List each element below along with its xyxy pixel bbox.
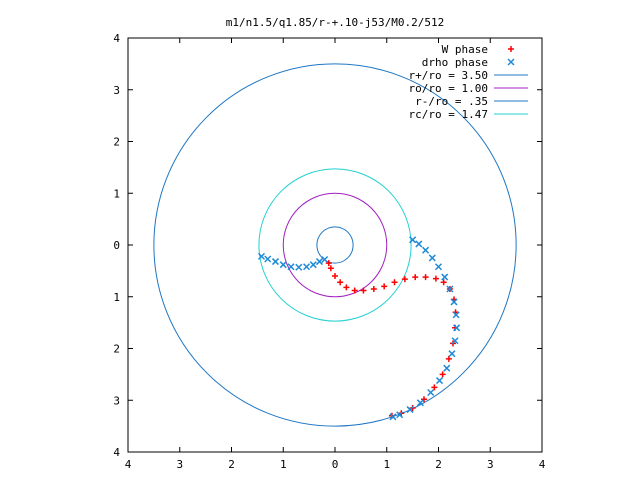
- y-tick-label-2: 2: [113, 343, 120, 356]
- point-1-19: [453, 324, 461, 332]
- x-tick-label-3: 1: [280, 458, 287, 471]
- legend-label-5: rc/ro = 1.47: [409, 108, 488, 121]
- point-1-6: [303, 263, 311, 271]
- y-tick-label-1: 3: [113, 394, 120, 407]
- legend-label-1: drho phase: [422, 56, 488, 69]
- circle-2: [316, 226, 354, 264]
- point-0-3: [337, 279, 344, 286]
- point-1-1: [264, 255, 272, 263]
- point-1-22: [443, 364, 451, 372]
- point-0-20: [445, 355, 452, 362]
- point-1-4: [287, 263, 295, 271]
- y-tick-label-4: 0: [113, 239, 120, 252]
- chart-title: m1/n1.5/q1.85/r-+.10-j53/M0.2/512: [226, 16, 445, 29]
- point-0-11: [412, 274, 419, 281]
- x-tick-label-2: 2: [228, 458, 235, 471]
- point-1-12: [422, 246, 430, 254]
- point-0-23: [421, 396, 428, 403]
- point-1-21: [448, 350, 456, 358]
- y-tick-label-5: 1: [113, 187, 120, 200]
- legend-label-2: r+/ro = 3.50: [409, 69, 488, 82]
- point-1-3: [279, 261, 287, 269]
- point-0-21: [439, 371, 446, 378]
- point-0-5: [351, 287, 358, 294]
- x-tick-label-4: 0: [332, 458, 339, 471]
- point-1-18: [452, 311, 460, 319]
- data-series: [257, 236, 461, 421]
- x-tick-label-6: 2: [435, 458, 442, 471]
- series-1: [257, 236, 461, 421]
- y-tick-label-7: 3: [113, 84, 120, 97]
- point-0-0: [325, 260, 332, 267]
- point-1-11: [415, 240, 423, 248]
- point-1-15: [441, 273, 449, 281]
- point-0-14: [440, 279, 447, 286]
- x-tick-label-8: 4: [539, 458, 546, 471]
- point-1-14: [434, 263, 443, 271]
- point-1-10: [409, 236, 417, 244]
- point-1-2: [271, 258, 280, 266]
- point-1-24: [427, 388, 435, 397]
- x-tick-label-0: 4: [125, 458, 132, 471]
- point-1-9: [321, 255, 329, 264]
- point-0-4: [343, 284, 350, 291]
- legend-swatch-0: [508, 46, 514, 52]
- point-0-8: [381, 283, 388, 290]
- circle-0: [153, 63, 517, 427]
- point-0-9: [391, 279, 398, 286]
- y-tick-label-0: 4: [113, 446, 120, 459]
- y-tick-label-6: 2: [113, 136, 120, 149]
- point-0-2: [332, 273, 338, 280]
- series-0: [325, 260, 459, 419]
- point-0-6: [360, 287, 367, 294]
- x-tick-label-5: 1: [383, 458, 390, 471]
- point-0-7: [370, 285, 377, 292]
- point-1-27: [396, 411, 404, 419]
- legend-swatch-1: [507, 58, 515, 66]
- point-1-13: [428, 254, 436, 262]
- point-0-12: [422, 274, 429, 281]
- point-1-0: [257, 252, 266, 260]
- x-tick-label-1: 3: [176, 458, 183, 471]
- point-1-17: [450, 298, 458, 306]
- circle-1: [282, 192, 388, 298]
- x-tick-label-7: 3: [487, 458, 494, 471]
- point-0-22: [431, 384, 438, 391]
- point-1-20: [451, 337, 459, 345]
- point-1-23: [436, 377, 444, 385]
- point-1-5: [295, 263, 303, 271]
- point-1-28: [389, 413, 397, 421]
- point-1-8: [315, 258, 324, 266]
- y-tick-label-8: 4: [113, 32, 120, 45]
- point-0-1: [327, 265, 334, 272]
- legend-label-3: ro/ro = 1.00: [409, 82, 488, 95]
- point-1-16: [446, 285, 454, 293]
- point-1-26: [406, 406, 414, 414]
- point-0-13: [432, 275, 439, 282]
- legend-label-4: r-/ro = .35: [415, 95, 488, 108]
- legend-label-0: W phase: [442, 43, 488, 56]
- point-0-10: [401, 276, 408, 283]
- circle-3: [258, 168, 412, 322]
- point-1-7: [309, 261, 317, 269]
- reference-circles: [153, 63, 517, 427]
- point-1-25: [416, 399, 424, 407]
- y-tick-label-3: 1: [113, 291, 120, 304]
